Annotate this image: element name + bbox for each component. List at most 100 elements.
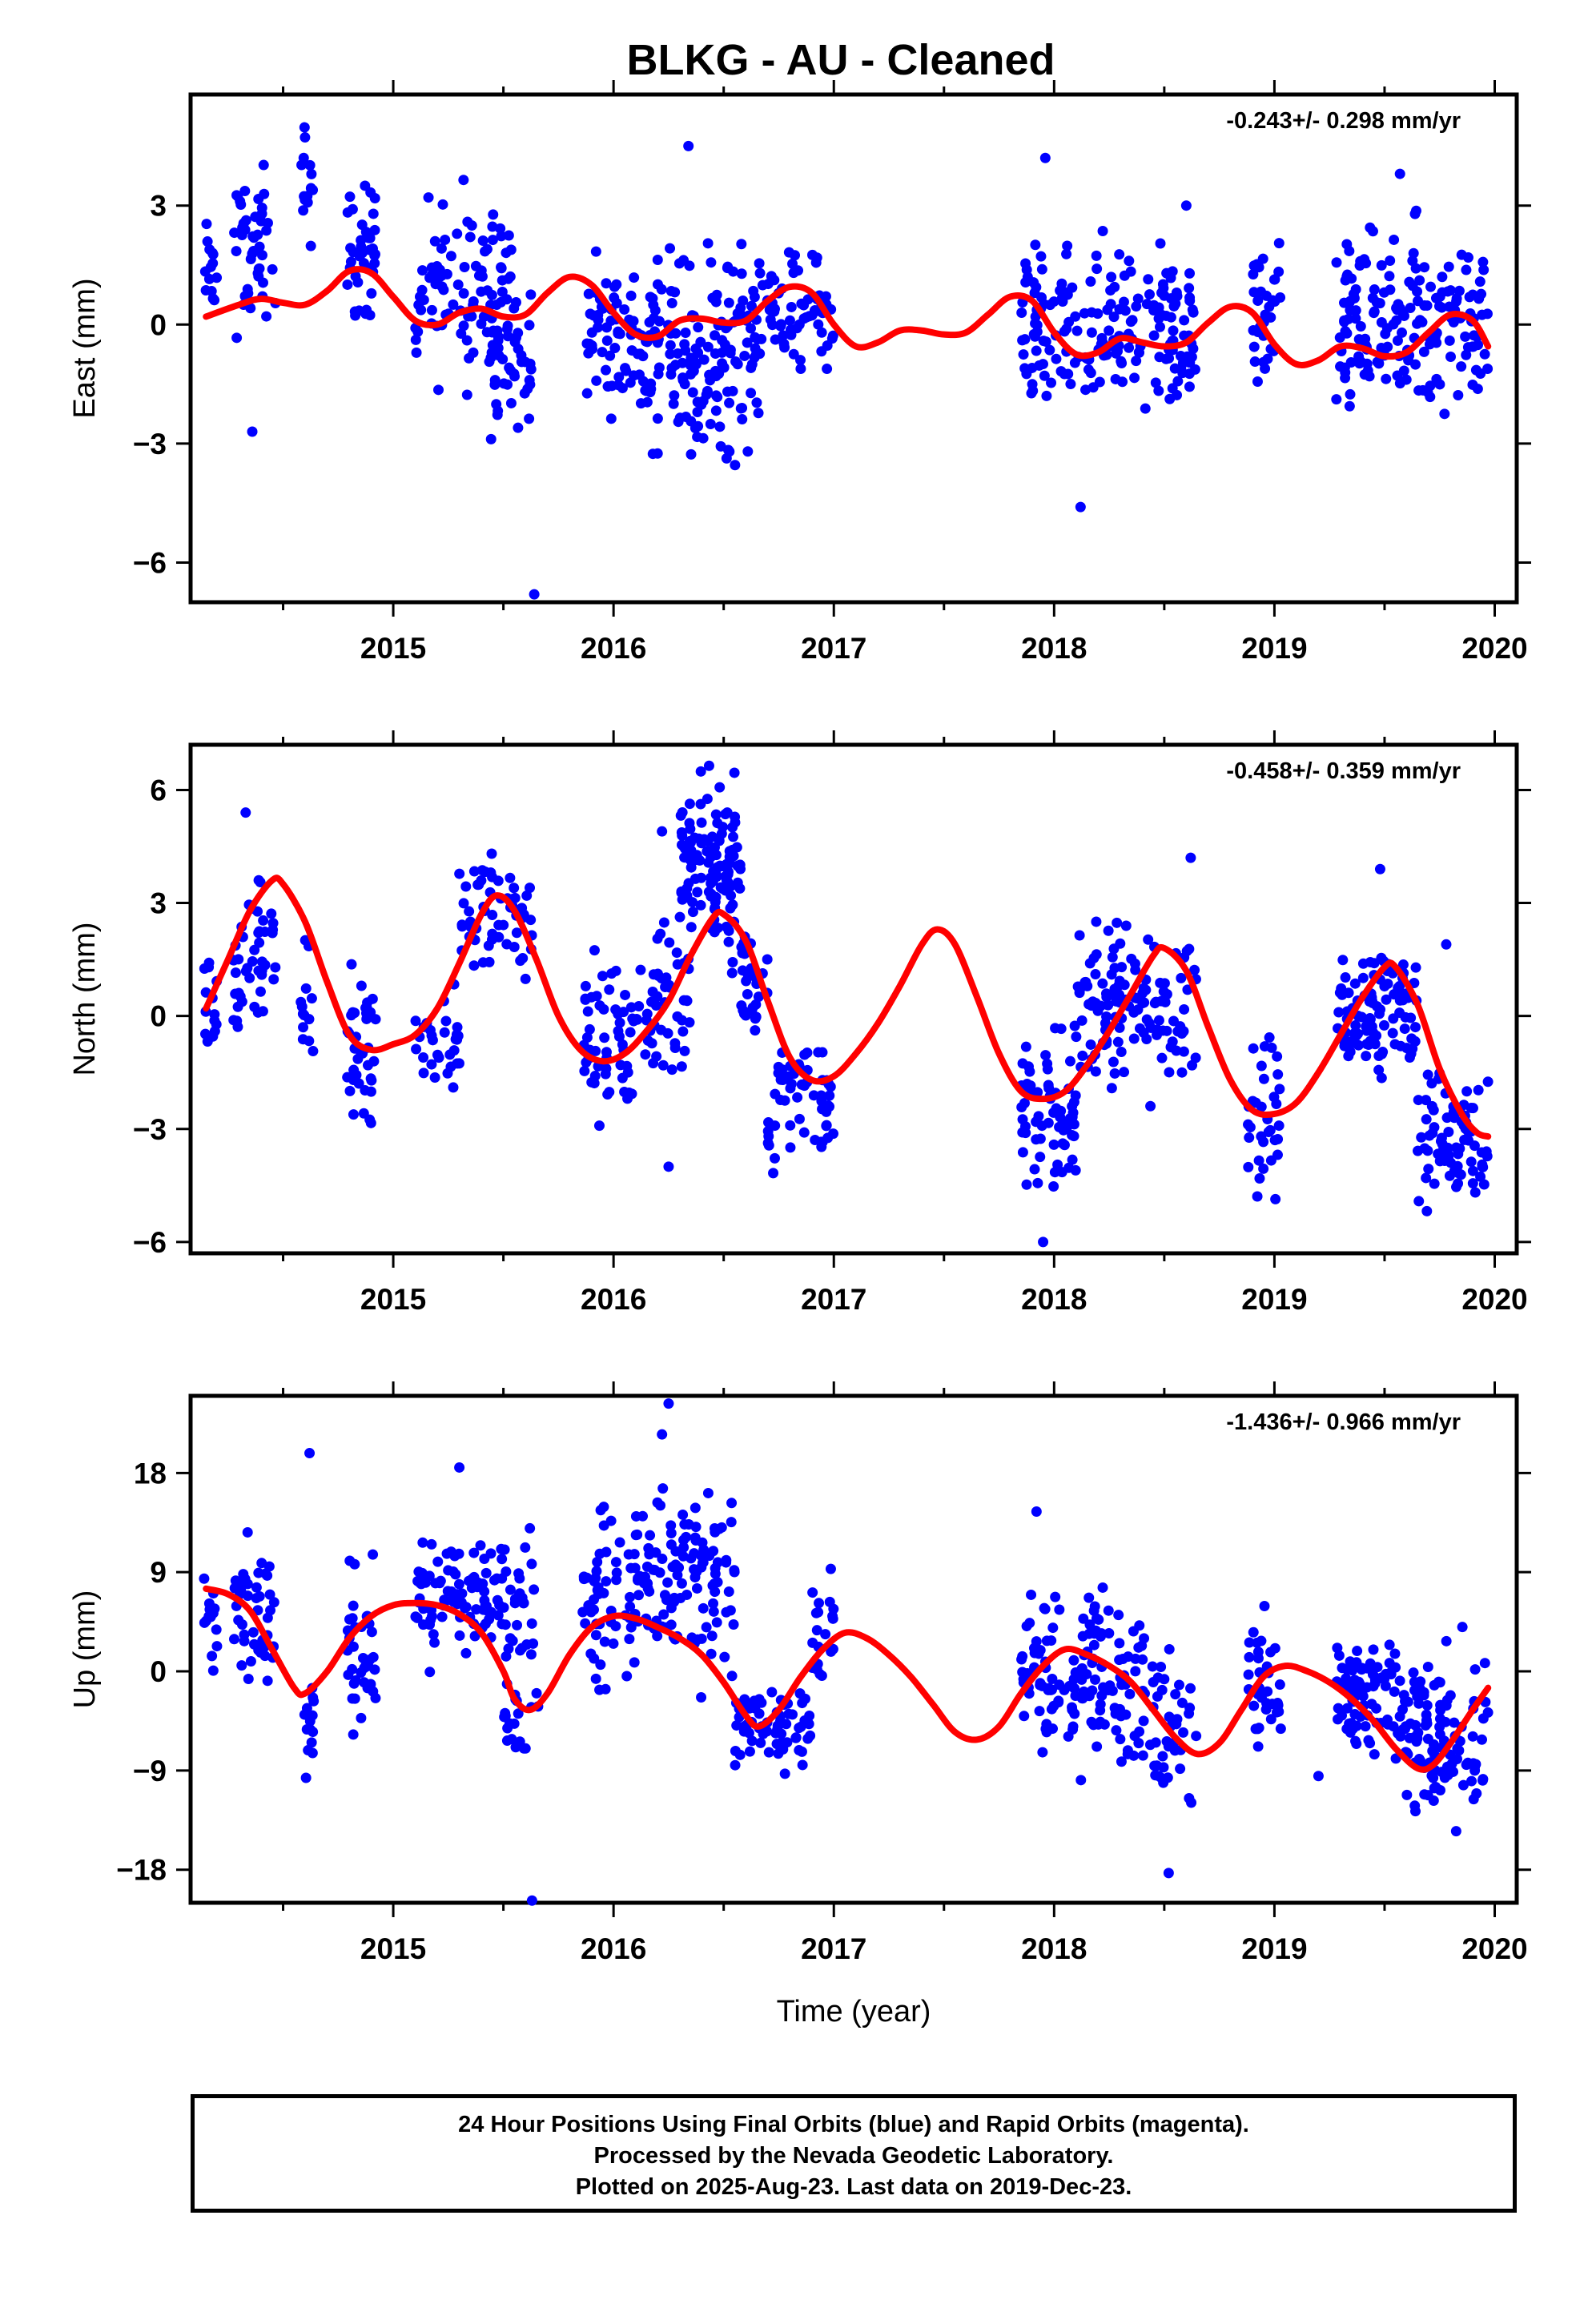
data-point [514,1588,525,1599]
data-point [703,887,714,898]
data-point [251,1582,262,1593]
data-point [1131,356,1142,367]
data-point [1462,252,1473,263]
data-point [738,1008,750,1019]
data-point [593,1120,605,1132]
data-point [1164,1067,1175,1078]
data-point [629,1657,640,1668]
data-point [231,332,243,344]
data-point [353,1078,364,1089]
data-point [1025,1080,1036,1092]
data-point [529,1584,540,1595]
data-point [1468,1758,1479,1769]
data-point [1165,293,1176,304]
data-point [1434,1713,1445,1724]
data-point [356,247,368,259]
data-point [710,869,722,880]
data-point [1431,337,1442,348]
data-point [1410,1719,1421,1731]
data-point [417,1537,428,1548]
data-point [267,918,279,929]
data-point [824,1090,835,1101]
data-point [1428,1739,1439,1750]
data-point [255,986,266,997]
data-point [1477,1734,1488,1745]
data-point [1114,1022,1125,1033]
data-point [1149,1760,1160,1771]
y-tick-label: −6 [133,1226,167,1259]
data-point [1429,1783,1440,1794]
panel-frame [188,742,1519,1256]
data-point [778,330,789,341]
data-point [461,389,472,400]
data-point [525,1522,536,1534]
data-point [1167,383,1178,394]
data-point [1364,996,1375,1007]
y-tick-label: 6 [150,774,167,806]
data-point [414,291,425,302]
data-point [1408,1667,1419,1679]
data-point [1479,348,1490,360]
data-point [1243,1119,1254,1130]
data-point [511,332,522,344]
data-point [368,208,379,219]
data-point [589,1078,600,1089]
data-point [1354,358,1365,369]
data-point [300,195,311,206]
data-point [770,1088,781,1100]
data-point [445,251,456,262]
data-point [730,460,741,471]
data-point [771,1739,782,1750]
data-point [369,250,380,261]
data-point [794,1688,806,1699]
data-point [1139,997,1150,1008]
data-point [1421,1700,1433,1711]
data-point [1158,1777,1169,1788]
data-point [428,1629,439,1640]
data-point [1175,1763,1186,1775]
data-point [299,122,310,133]
data-point [1114,1655,1125,1666]
data-point-outlier [657,1429,668,1440]
data-point [1363,1735,1374,1746]
data-point [247,1626,259,1638]
data-point [795,364,806,375]
data-point [1030,318,1041,329]
data-point [1076,1015,1087,1026]
data-point [675,810,686,821]
data-point [436,281,448,292]
data-point [623,1549,634,1560]
data-point [1453,390,1464,401]
data-point [481,243,492,255]
data-point [1381,1714,1393,1725]
data-point [723,936,734,947]
data-point [1083,1628,1095,1639]
data-point [677,894,688,905]
data-point [1345,1656,1356,1667]
data-point [696,1692,707,1703]
data-point [732,359,743,370]
data-point [1070,1090,1081,1101]
data-point [1020,1041,1031,1052]
data-point [365,1073,376,1084]
data-point [1040,1050,1051,1061]
data-point [586,327,597,338]
fit-curve [203,266,1492,368]
data-point [645,292,656,303]
data-point [737,414,748,425]
data-point-outlier [663,1398,674,1409]
data-point [410,334,421,345]
data-point [267,263,278,275]
data-point [1068,1655,1079,1666]
data-point [635,964,646,975]
data-point [1067,1154,1078,1165]
data-point [1048,1700,1059,1711]
data-point [642,1035,653,1046]
data-point [1445,351,1457,362]
data-point [1256,1060,1267,1072]
data-point [678,1542,689,1553]
data-point [1389,1648,1401,1659]
data-point [746,300,758,312]
data-point [452,279,464,290]
data-point [1380,328,1391,340]
